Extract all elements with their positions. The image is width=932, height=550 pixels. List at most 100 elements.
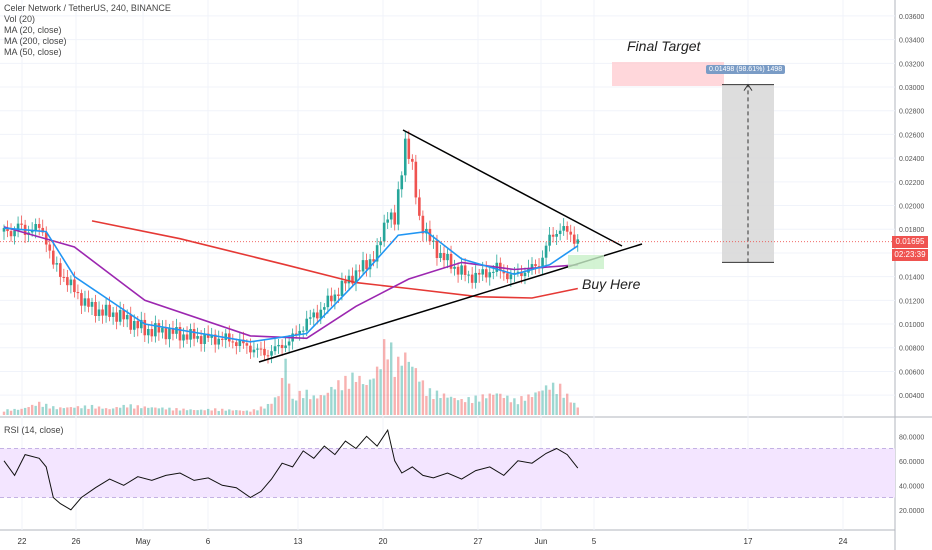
rsi-tick-label: 40.0000 [899, 483, 924, 490]
candle-body [270, 351, 273, 356]
candle-body [400, 175, 404, 190]
candle-body [147, 329, 150, 336]
candle-body [481, 269, 485, 275]
legend-vol: Vol (20) [4, 14, 36, 24]
volume-bar [129, 404, 132, 415]
candle-body [312, 312, 316, 318]
volume-bar [576, 407, 579, 415]
volume-bar [214, 408, 217, 415]
volume-bar [442, 393, 446, 415]
volume-bar [527, 394, 530, 415]
candle-body [456, 266, 460, 275]
volume-bar [175, 408, 178, 415]
buy-here-label: Buy Here [582, 276, 641, 292]
candle-body [305, 318, 309, 331]
volume-bar [2, 411, 6, 415]
symbol-title: Celer Network / TetherUS, 240, BINANCE [4, 3, 171, 13]
candle-body [449, 253, 453, 269]
volume-bar [97, 406, 101, 415]
candle-body [301, 330, 305, 332]
volume-bar [573, 402, 576, 415]
volume-bar [397, 356, 400, 415]
x-tick-label: 24 [839, 537, 848, 546]
candle-body [386, 219, 389, 223]
candle-body [171, 328, 175, 334]
volume-bar [530, 397, 534, 415]
candle-body [263, 348, 266, 356]
candle-body [235, 342, 238, 347]
candle-body [224, 333, 228, 340]
y-tick-label: 0.00600 [899, 369, 924, 376]
volume-bar [111, 408, 115, 415]
volume-bar [453, 397, 456, 415]
candle-body [136, 321, 140, 329]
volume-bar [266, 403, 270, 415]
candle-body [2, 228, 6, 232]
volume-bar [249, 411, 252, 415]
volume-bar [326, 392, 330, 415]
volume-bar [481, 394, 484, 415]
volume-bar [284, 358, 287, 415]
candle-body [139, 319, 143, 329]
volume-bar [48, 408, 51, 415]
countdown-tag: 02:23:39 [892, 249, 928, 261]
candle-body [132, 321, 136, 330]
candle-body [361, 260, 365, 272]
last-price-tag: 0.01695 [892, 236, 928, 248]
candle-body [66, 277, 69, 286]
rsi-title: RSI (14, close) [4, 425, 64, 435]
candle-body [143, 319, 147, 336]
volume-bar [368, 379, 372, 415]
volume-bar [474, 395, 477, 415]
volume-bar [73, 407, 76, 415]
candle-body [16, 223, 20, 231]
candle-body [372, 259, 375, 262]
volume-bar [302, 398, 305, 415]
volume-bar [418, 381, 421, 415]
candle-body [185, 334, 189, 340]
candle-body [333, 294, 337, 302]
candle-body [55, 263, 59, 265]
volume-bar [330, 386, 333, 415]
volume-bar [256, 410, 259, 415]
candle-body [9, 231, 13, 237]
volume-bar [421, 380, 425, 415]
volume-bar [80, 408, 83, 415]
candle-body [178, 326, 182, 341]
y-tick-label: 0.02400 [899, 156, 924, 163]
volume-bar [551, 382, 555, 415]
rsi-tick-label: 20.0000 [899, 508, 924, 515]
volume-bar [150, 407, 154, 415]
candle-body [249, 345, 252, 353]
volume-bar [347, 388, 351, 415]
volume-bar [118, 407, 122, 415]
volume-bar [90, 404, 94, 415]
volume-bar [463, 402, 467, 415]
candle-body [323, 307, 326, 310]
volume-bar [164, 409, 168, 415]
candle-body [516, 271, 520, 273]
volume-bar [316, 398, 319, 415]
candle-body [284, 345, 287, 349]
candle-body [523, 272, 527, 277]
volume-bar [52, 406, 55, 415]
volume-bar [178, 410, 182, 415]
volume-bar [55, 409, 58, 415]
measure-label: 0.01498 (98.61%) 1498 [706, 65, 786, 74]
volume-bar [294, 400, 298, 415]
volume-bar [27, 407, 30, 415]
y-tick-label: 0.02000 [899, 204, 924, 211]
volume-bar [340, 390, 344, 415]
volume-bar [541, 390, 544, 415]
y-tick-label: 0.02200 [899, 180, 924, 187]
volume-bar [199, 409, 203, 415]
candle-body [76, 292, 80, 294]
candle-body [393, 212, 397, 225]
candle-body [569, 231, 573, 235]
y-tick-label: 0.02800 [899, 109, 924, 116]
x-tick-label: 6 [206, 537, 211, 546]
candle-body [287, 341, 291, 346]
candle-body [470, 274, 474, 283]
volume-bar [6, 409, 9, 415]
